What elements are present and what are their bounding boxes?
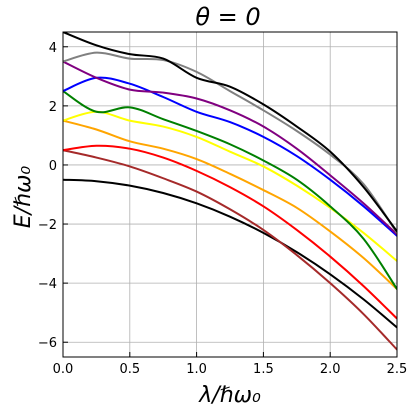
series-line-1 — [63, 178, 397, 329]
x-tick-label: 1.5 — [253, 362, 274, 377]
x-tick-label: 2.0 — [320, 362, 341, 377]
x-tick-labels: 0.0 0.5 1.0 1.5 2.0 2.5 — [53, 362, 408, 377]
x-tick-label: 2.5 — [387, 362, 408, 377]
y-tick-label: −2 — [38, 218, 57, 233]
tick-marks — [62, 46, 398, 357]
y-tick-label: −6 — [38, 336, 57, 351]
x-tick-label: 0.5 — [119, 362, 140, 377]
series-line-8 — [63, 60, 397, 236]
y-tick-label: 0 — [49, 159, 57, 174]
series-line-4 — [63, 119, 397, 291]
series-line-2 — [63, 149, 397, 351]
x-tick-label: 1.0 — [186, 362, 207, 377]
series-line-10 — [63, 32, 397, 233]
y-tick-label: −4 — [38, 277, 57, 292]
y-tick-label: 2 — [49, 100, 57, 115]
x-axis-title: λ/ℏω₀ — [198, 383, 261, 408]
series-lines — [63, 32, 397, 351]
y-tick-labels: 4 2 0 −2 −4 −6 — [38, 41, 57, 351]
series-line-6 — [63, 90, 397, 291]
chart-title: θ = 0 — [195, 3, 260, 31]
y-axis-title: E/ℏω₀ — [11, 166, 36, 229]
grid-lines — [62, 32, 398, 357]
plot-frame — [62, 31, 398, 358]
x-tick-label: 0.0 — [53, 362, 74, 377]
series-line-7 — [63, 76, 397, 237]
series-line-3 — [63, 144, 397, 320]
y-tick-label: 4 — [49, 41, 57, 56]
